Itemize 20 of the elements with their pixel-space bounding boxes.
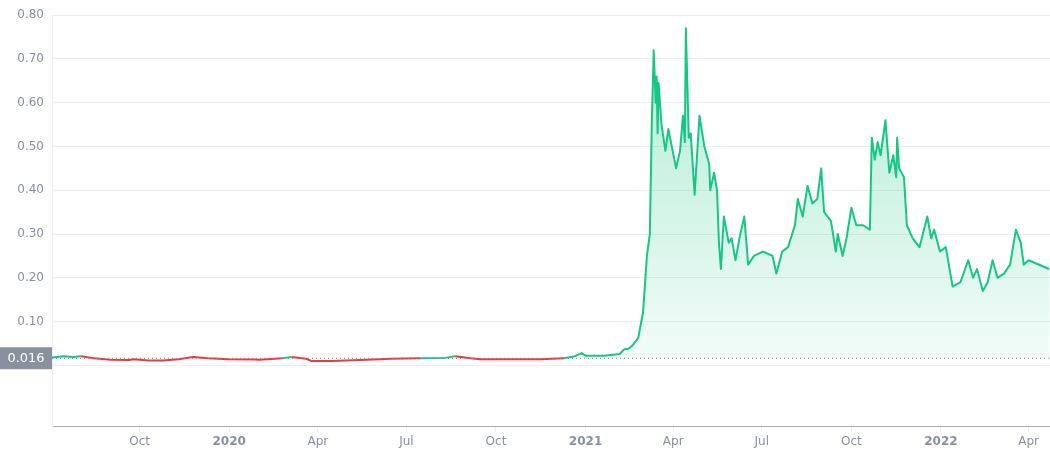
- x-tick-label: 2021: [568, 433, 603, 448]
- y-tick-label: 0.40: [17, 182, 44, 197]
- x-tick-label: Jul: [753, 433, 770, 448]
- x-tick-label: Jul: [398, 433, 414, 448]
- x-tick-label: Oct: [485, 433, 507, 448]
- x-tick-label: Oct: [841, 433, 863, 448]
- y-tick-label: 0.70: [17, 51, 44, 66]
- x-tick-label: 2020: [212, 433, 246, 448]
- y-tick-label: 0.50: [17, 138, 44, 153]
- x-tick-label: Apr: [307, 433, 329, 448]
- y-tick-label: 0.60: [17, 94, 44, 109]
- x-tick-label: Apr: [1018, 433, 1040, 448]
- y-tick-label: 0.10: [17, 313, 44, 328]
- x-tick-label: Oct: [129, 433, 151, 448]
- y-tick-label: 0.20: [17, 269, 44, 284]
- y-tick-label: 0.80: [17, 7, 44, 22]
- x-tick-label: 2022: [924, 433, 958, 448]
- x-tick-label: Apr: [662, 433, 684, 448]
- ref-line-label: 0.016: [7, 349, 45, 365]
- y-tick-label: 0.30: [17, 226, 44, 241]
